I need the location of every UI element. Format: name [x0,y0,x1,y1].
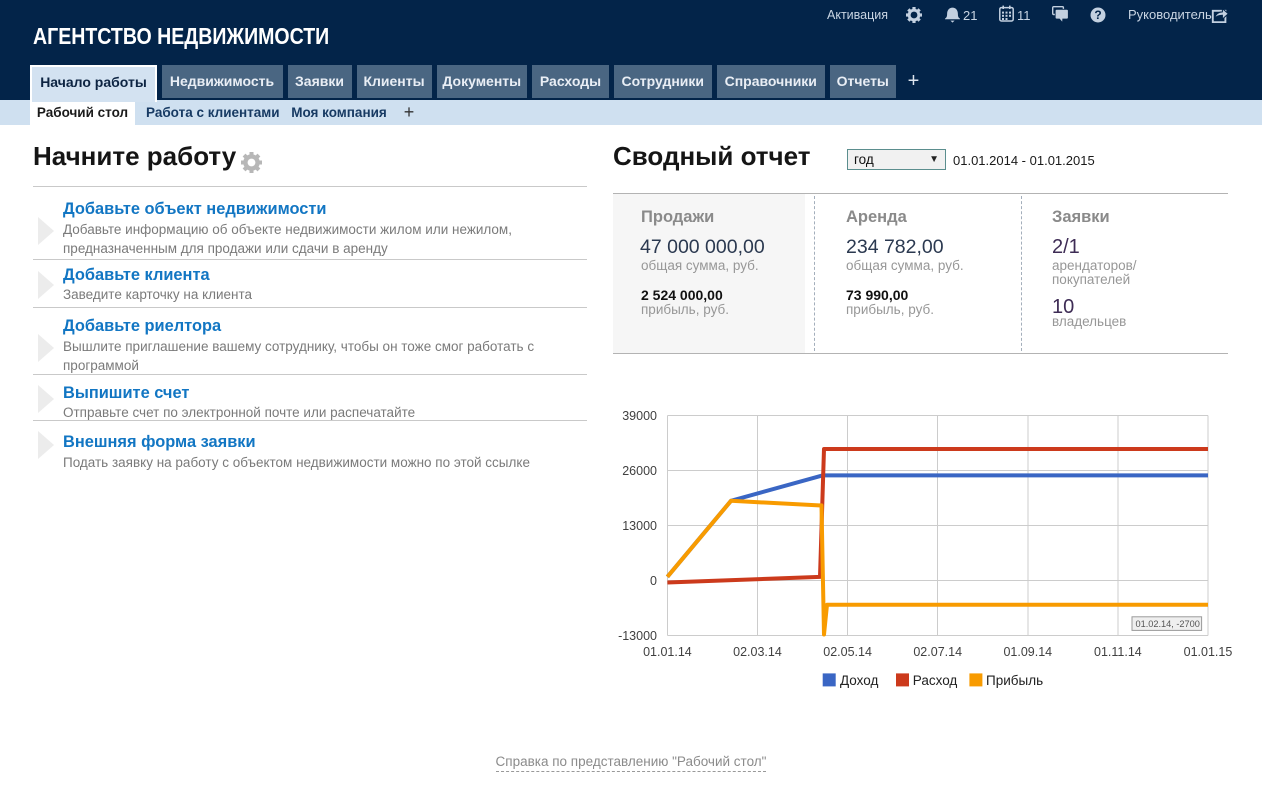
svg-text:13000: 13000 [622,519,657,533]
svg-text:Доход: Доход [840,673,878,688]
svg-text:02.05.14: 02.05.14 [823,645,872,659]
svg-text:01.11.14: 01.11.14 [1094,645,1142,659]
svg-text:26000: 26000 [622,464,657,478]
svg-text:02.07.14: 02.07.14 [913,645,962,659]
svg-text:-13000: -13000 [618,629,657,643]
svg-text:01.02.14, -2700: 01.02.14, -2700 [1136,619,1200,629]
svg-text:?: ? [1094,8,1101,22]
svg-text:39000: 39000 [622,409,657,423]
svg-text:01.01.15: 01.01.15 [1184,645,1233,659]
svg-text:01.01.14: 01.01.14 [643,645,692,659]
svg-text:01.09.14: 01.09.14 [1003,645,1052,659]
svg-text:02.03.14: 02.03.14 [733,645,782,659]
svg-text:Прибыль: Прибыль [986,673,1043,688]
svg-text:Расход: Расход [913,673,958,688]
svg-text:0: 0 [650,574,657,588]
